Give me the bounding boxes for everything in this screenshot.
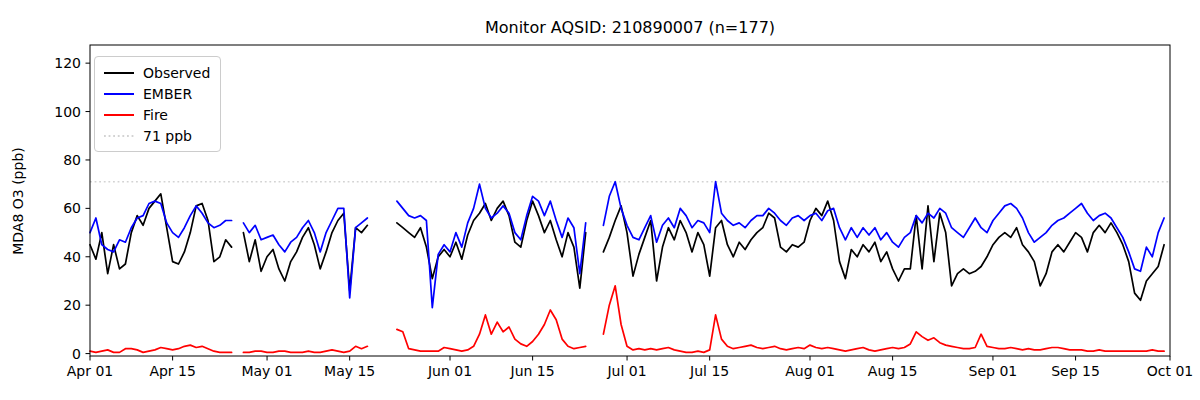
series-line-fire — [90, 286, 1164, 353]
axes-spines — [90, 45, 1170, 356]
x-tick-label: Jun 01 — [427, 363, 472, 379]
x-tick-label: Jun 15 — [510, 363, 555, 379]
legend-item-observed: Observed — [104, 62, 210, 83]
legend-item-fire: Fire — [104, 104, 210, 125]
x-tick-label: Aug 15 — [868, 363, 918, 379]
legend-line-sample — [104, 70, 134, 76]
y-tick-label: 120 — [54, 55, 81, 71]
x-tick-label: May 01 — [241, 363, 292, 379]
y-tick-label: 20 — [63, 297, 81, 313]
legend-label: Observed — [143, 65, 210, 81]
legend-item-ember: EMBER — [104, 83, 210, 104]
legend-line-sample — [104, 133, 134, 139]
series-line-ember — [90, 182, 1164, 308]
x-tick-label: Aug 01 — [785, 363, 835, 379]
x-tick-label: Apr 15 — [149, 363, 195, 379]
x-tick-label: Sep 01 — [969, 363, 1018, 379]
legend-line-sample — [104, 91, 134, 97]
y-tick-label: 60 — [63, 200, 81, 216]
legend-label: Fire — [143, 107, 168, 123]
y-tick-label: 0 — [72, 346, 81, 362]
legend-line-sample — [104, 112, 134, 118]
y-tick-label: 80 — [63, 152, 81, 168]
legend-label: 71 ppb — [143, 128, 192, 144]
x-tick-label: Sep 15 — [1051, 363, 1100, 379]
legend-item-71-ppb: 71 ppb — [104, 125, 210, 146]
x-tick-label: Oct 01 — [1147, 363, 1193, 379]
legend: Observed EMBER Fire 71 ppb — [94, 56, 221, 152]
x-tick-label: May 15 — [324, 363, 375, 379]
x-tick-label: Jul 01 — [606, 363, 646, 379]
y-tick-label: 40 — [63, 249, 81, 265]
figure: Monitor AQSID: 210890007 (n=177) MDA8 O3… — [0, 0, 1200, 400]
x-tick-label: Apr 01 — [67, 363, 113, 379]
series-line-observed — [90, 194, 1164, 300]
y-tick-label: 100 — [54, 104, 81, 120]
legend-label: EMBER — [143, 86, 192, 102]
x-tick-label: Jul 15 — [689, 363, 729, 379]
